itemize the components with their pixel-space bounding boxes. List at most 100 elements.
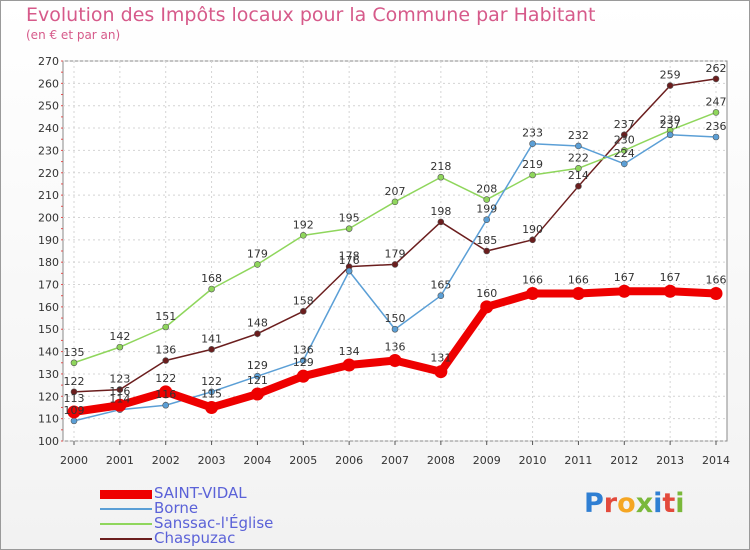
data-point: [254, 372, 261, 380]
data-point: [205, 400, 219, 414]
data-label: 129: [293, 356, 314, 369]
data-point: [159, 385, 173, 399]
data-label: 219: [522, 158, 543, 171]
data-point: [437, 218, 445, 226]
logo-letter: i: [675, 488, 685, 519]
x-tick-label: 2002: [152, 454, 180, 467]
data-point: [529, 236, 536, 244]
data-label: 247: [706, 95, 727, 108]
data-label: 198: [430, 205, 451, 218]
legend-label: SAINT-VIDAL: [154, 484, 247, 502]
data-label: 218: [430, 160, 451, 173]
data-label: 230: [614, 133, 635, 146]
data-point: [345, 267, 353, 275]
data-label: 115: [201, 387, 222, 400]
y-tick-label: 240: [38, 122, 59, 135]
data-point: [529, 140, 536, 148]
data-label: 179: [385, 247, 406, 260]
data-point: [666, 82, 674, 89]
y-tick-label: 150: [38, 323, 59, 336]
logo-letter: o: [617, 488, 636, 519]
data-point: [575, 182, 582, 190]
data-label: 224: [614, 147, 635, 160]
data-label: 236: [706, 120, 727, 133]
data-point: [208, 346, 215, 353]
data-label: 214: [568, 169, 589, 182]
data-label: 166: [568, 273, 589, 286]
data-point: [709, 286, 723, 300]
y-tick-label: 120: [38, 390, 59, 403]
x-tick-label: 2009: [473, 454, 501, 467]
y-tick-label: 160: [38, 301, 59, 314]
x-tick-label: 2010: [519, 454, 547, 467]
data-point: [162, 323, 170, 331]
data-point: [299, 232, 307, 239]
legend-swatch: [100, 523, 152, 525]
data-label: 165: [430, 279, 451, 292]
x-tick-label: 2008: [427, 454, 455, 467]
data-label: 123: [109, 373, 130, 386]
data-label: 141: [201, 332, 222, 345]
data-label: 185: [476, 234, 497, 247]
x-tick-label: 2007: [381, 454, 409, 467]
y-tick-label: 210: [38, 189, 59, 202]
data-point: [620, 160, 628, 168]
logo-letter: r: [603, 488, 618, 519]
axes: 100 110 120 130 140 150 160 170 180 190 200 210 220 2…: [38, 55, 730, 467]
y-tick-label: 230: [38, 144, 59, 157]
data-label: 131: [430, 352, 451, 365]
data-point: [299, 308, 307, 315]
data-point: [483, 216, 491, 224]
data-label: 239: [660, 113, 681, 126]
data-label: 232: [568, 129, 589, 142]
data-label: 179: [247, 247, 268, 260]
data-point: [116, 386, 124, 393]
data-point: [67, 405, 81, 419]
data-label: 199: [476, 203, 497, 216]
data-label: 113: [64, 392, 85, 405]
data-label: 207: [385, 185, 406, 198]
data-label: 168: [201, 272, 222, 285]
x-tick-label: 2012: [610, 454, 638, 467]
data-point: [437, 173, 445, 181]
data-point: [526, 286, 540, 300]
data-label: 109: [64, 404, 85, 417]
legend-swatch: [100, 508, 152, 510]
y-tick-label: 130: [38, 368, 59, 381]
data-label: 167: [660, 271, 681, 284]
data-point: [620, 131, 628, 139]
data-label: 237: [660, 118, 681, 131]
y-tick-label: 170: [38, 279, 59, 292]
y-tick-label: 250: [38, 100, 59, 113]
data-point: [480, 300, 494, 314]
data-point: [250, 387, 264, 401]
data-label: 136: [293, 344, 314, 357]
data-point: [575, 142, 582, 150]
data-point: [299, 357, 307, 364]
data-point: [391, 325, 399, 333]
data-point: [437, 292, 445, 300]
data-label: 150: [385, 312, 406, 325]
legend-label: Borne: [154, 499, 199, 517]
data-label: 114: [109, 393, 130, 406]
logo-letter: t: [662, 488, 676, 519]
data-point: [388, 354, 402, 368]
x-tick-label: 2004: [243, 454, 271, 467]
logo-letter: P: [584, 488, 604, 519]
data-label: 208: [476, 183, 497, 196]
legend-label: Chaspuzac: [154, 529, 236, 547]
data-label: 151: [155, 310, 176, 323]
x-tick-label: 2014: [702, 454, 730, 467]
data-label: 134: [339, 345, 360, 358]
data-label: 136: [385, 341, 406, 354]
data-point: [571, 286, 585, 300]
x-tick-label: 2003: [198, 454, 226, 467]
data-label: 178: [339, 250, 360, 263]
data-point: [712, 109, 720, 116]
y-tick-label: 190: [38, 234, 59, 247]
data-point: [483, 196, 491, 203]
chart-title: Evolution des Impôts locaux pour la Comm…: [26, 4, 596, 26]
proxiti-logo: Proxiti: [584, 488, 685, 519]
data-label: 129: [247, 359, 268, 372]
